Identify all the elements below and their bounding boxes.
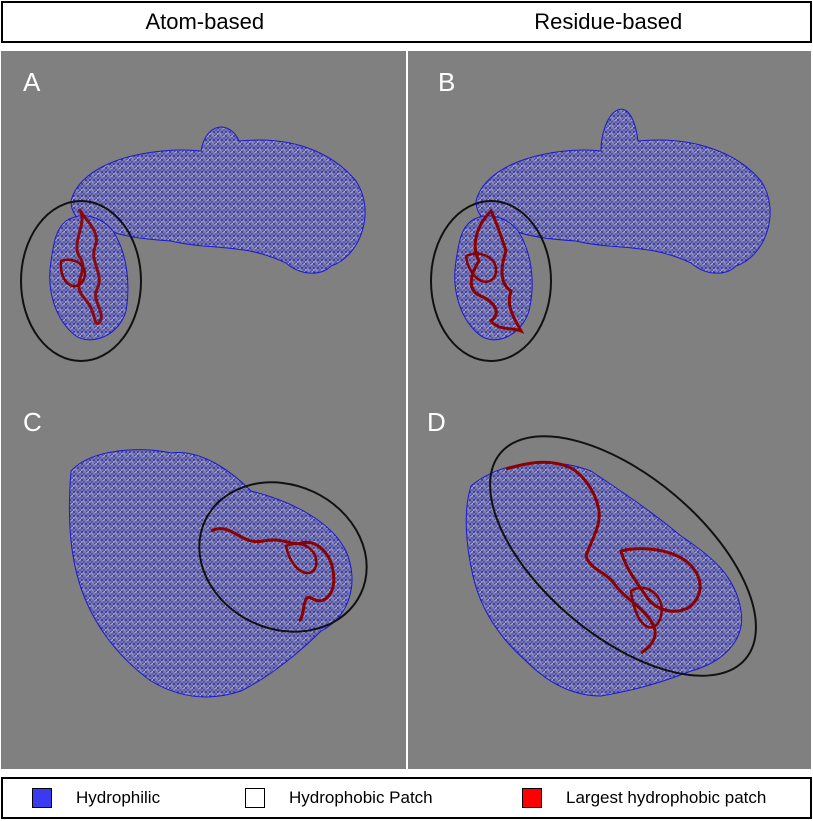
protein-a: A xyxy=(20,67,366,362)
panel-c-label: C xyxy=(23,407,42,437)
atom-based-title: Atom-based xyxy=(145,9,265,34)
protein-surface-panels: A B C D xyxy=(1,51,811,769)
hydrophilic-swatch xyxy=(32,788,52,808)
largest-patch-swatch xyxy=(522,788,542,808)
legend: Hydrophilic Hydrophobic Patch Largest hy… xyxy=(1,777,812,819)
legend-label-largest-patch: Largest hydrophobic patch xyxy=(566,788,767,807)
protein-b: B xyxy=(430,67,771,362)
hydrophobic-swatch xyxy=(245,788,265,808)
legend-item-hydrophobic-patch: Hydrophobic Patch xyxy=(245,779,433,817)
legend-item-largest-patch: Largest hydrophobic patch xyxy=(522,779,766,817)
panel-d-label: D xyxy=(427,407,446,437)
panel-b-label: B xyxy=(438,67,455,97)
protein-d: D xyxy=(427,407,757,697)
legend-label-hydrophilic: Hydrophilic xyxy=(76,788,161,807)
legend-label-hydrophobic-patch: Hydrophobic Patch xyxy=(289,788,433,807)
residue-based-title: Residue-based xyxy=(534,9,683,34)
legend-item-hydrophilic: Hydrophilic xyxy=(32,779,160,817)
column-header: Atom-based Residue-based xyxy=(1,1,812,43)
protein-c: C xyxy=(23,407,368,698)
panel-a-label: A xyxy=(23,67,41,97)
